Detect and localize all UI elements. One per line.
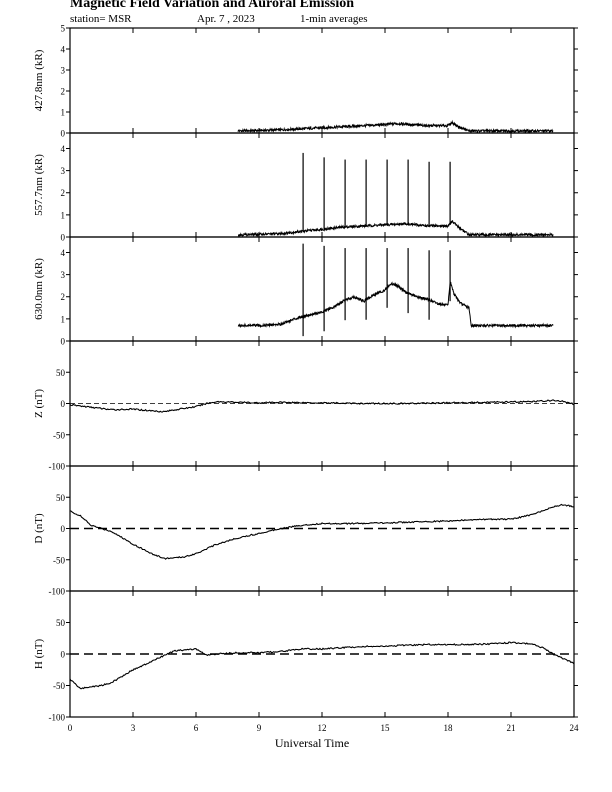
panel-2: 0 1 2 3 4 557.7nm (kR) — [33, 132, 578, 243]
panel-1: 0 1 2 3 4 5 427.8nm (kR) — [33, 24, 578, 139]
y-tick-label: 50 — [56, 618, 66, 628]
x-tick-label: 12 — [318, 723, 327, 733]
y-tick-label: 3 — [61, 270, 66, 280]
x-tick-label: 15 — [381, 723, 391, 733]
y-tick-label: 2 — [61, 188, 66, 198]
x-tick-label: 18 — [444, 723, 454, 733]
y-tick-label: -50 — [53, 430, 65, 440]
y-axis-label: 630.0nm (kR) — [33, 258, 45, 320]
x-tick-label: 21 — [507, 723, 516, 733]
series-line — [237, 119, 554, 135]
series-line — [237, 220, 554, 238]
averaging-label: 1-min averages — [300, 13, 368, 25]
chart-title: Magnetic Field Variation and Auroral Emi… — [70, 0, 355, 11]
x-axis-label: Universal Time — [275, 736, 349, 750]
y-tick-label: 0 — [61, 129, 66, 139]
y-axis-label: D (nT) — [33, 513, 45, 544]
y-tick-label: 3 — [61, 66, 66, 76]
x-tick-label: 0 — [68, 723, 73, 733]
y-axis-label: H (nT) — [33, 639, 45, 670]
y-tick-label: 50 — [56, 368, 66, 378]
y-tick-label: 2 — [61, 87, 66, 97]
y-tick-label: -50 — [53, 681, 65, 691]
y-tick-label: -100 — [49, 713, 66, 723]
x-tick-label: 6 — [194, 723, 199, 733]
y-tick-label: -100 — [49, 462, 66, 472]
y-tick-label: 1 — [61, 314, 66, 324]
series-line — [69, 399, 575, 413]
date-label: Apr. 7 , 2023 — [197, 13, 255, 25]
y-tick-label: 4 — [61, 144, 66, 154]
y-tick-label: 0 — [61, 399, 66, 409]
y-tick-label: 4 — [61, 248, 66, 258]
x-tick-label: 3 — [131, 723, 136, 733]
x-tick-label: 9 — [257, 723, 262, 733]
station-label: station= MSR — [70, 13, 132, 25]
y-tick-label: 4 — [61, 45, 66, 55]
series-line — [69, 503, 575, 560]
series-line — [69, 641, 575, 690]
panel-frame — [69, 132, 575, 238]
y-tick-label: 1 — [61, 210, 66, 220]
panel-frame — [69, 27, 575, 134]
y-tick-label: 2 — [61, 292, 66, 302]
y-tick-label: 0 — [61, 337, 66, 347]
y-axis-label: 427.8nm (kR) — [33, 49, 45, 111]
y-tick-label: 0 — [61, 650, 66, 660]
y-tick-label: -50 — [53, 555, 65, 565]
y-axis-label: Z (nT) — [33, 389, 45, 418]
panel-6: -100 -50 0 50 H (nT) — [33, 590, 578, 723]
panel-3: 0 1 2 3 4 630.0nm (kR) — [33, 236, 578, 347]
y-axis-label: 557.7nm (kR) — [33, 154, 45, 216]
y-tick-label: 5 — [61, 24, 66, 34]
panel-4: -100 -50 0 50 Z (nT) — [33, 340, 578, 472]
y-tick-label: 3 — [61, 166, 66, 176]
y-tick-label: 1 — [61, 108, 66, 118]
x-tick-label: 24 — [570, 723, 580, 733]
y-tick-label: -100 — [49, 587, 66, 597]
y-tick-label: 0 — [61, 233, 66, 243]
y-tick-label: 50 — [56, 493, 66, 503]
panel-5: -100 -50 0 50 D (nT) — [33, 465, 578, 597]
series-line — [237, 281, 554, 329]
y-tick-label: 0 — [61, 524, 66, 534]
